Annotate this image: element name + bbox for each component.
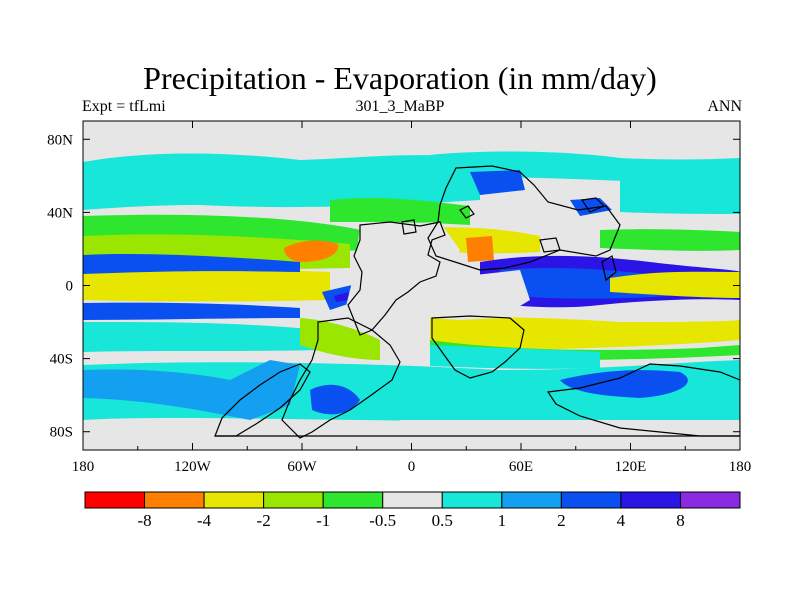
cell-southern-ocean-blue — [310, 384, 360, 415]
x-tick-label: 180 — [729, 459, 752, 475]
x-tick-label: 180 — [72, 459, 95, 475]
band-itcz-blue-west — [83, 253, 300, 274]
coast-americas — [347, 221, 446, 336]
cell-tibet-blue — [570, 198, 612, 216]
colorbar-label: -8 — [137, 511, 151, 530]
pe-field-contours — [83, 151, 740, 436]
band-pacific-yellow-east — [610, 271, 740, 298]
coast-small-islands-2 — [580, 197, 606, 213]
coast-africa — [431, 315, 525, 379]
x-axis: 180 120W 60W 0 60E 120E 180 — [72, 121, 752, 475]
y-axis: 80N 40N 0 40S 80S — [47, 132, 740, 441]
band-indian-ocean-yellow — [430, 317, 740, 350]
x-tick-label: 60W — [287, 459, 317, 475]
band-north-atlantic-green — [330, 197, 470, 225]
x-tick-label: 120W — [174, 459, 212, 475]
band-southern-ocean-blue — [83, 369, 254, 420]
map-plot-area — [82, 120, 741, 451]
colorbar-swatch — [382, 491, 443, 509]
colorbar-label: -0.5 — [369, 511, 396, 530]
band-south-pacific-cyan — [83, 322, 320, 352]
coast-west-antarctic — [214, 363, 311, 437]
coast-antarctic-arc — [546, 363, 740, 437]
colorbar-swatch — [501, 491, 562, 509]
run-label: 301_3_MaBP — [355, 98, 445, 115]
colorbar-label: -4 — [197, 511, 212, 530]
colorbar-label: 4 — [617, 511, 626, 530]
season-label: ANN — [707, 98, 742, 115]
colorbar-swatch — [679, 491, 741, 509]
colorbar-swatch — [322, 491, 384, 509]
band-itcz-yellow-west — [83, 268, 330, 302]
coast-south-america — [281, 317, 401, 439]
experiment-label: Expt = tfLmi — [82, 98, 166, 115]
cell-north-africa-orange — [466, 236, 494, 262]
band-north-atlantic-cyan — [300, 172, 470, 200]
x-tick-label: 60E — [509, 459, 533, 475]
chart-title: Precipitation - Evaporation (in mm/day) — [143, 60, 657, 96]
y-tick-label: 40S — [50, 352, 73, 368]
cell-amazon-deepblue — [334, 292, 350, 302]
colorbar-swatch — [620, 491, 681, 509]
colorbar-swatch — [84, 491, 146, 509]
colorbar-label: -1 — [316, 511, 330, 530]
colorbar-swatch — [263, 491, 324, 509]
continent-antarctic-dry — [400, 420, 740, 436]
cell-australia-south-blue — [560, 370, 688, 398]
colorbar-label: -2 — [257, 511, 271, 530]
continent-africa-dry — [430, 270, 530, 320]
colorbar-swatch — [441, 491, 503, 509]
cell-siberia-blue — [470, 170, 525, 195]
coast-small-islands-3 — [401, 219, 417, 235]
colorbar-label: 1 — [498, 511, 507, 530]
x-tick-label: 0 — [408, 459, 416, 475]
y-tick-label: 40N — [47, 205, 73, 221]
colorbar-label: 2 — [557, 511, 566, 530]
band-north-pacific-east-green — [600, 229, 740, 251]
colorbar-label: 8 — [676, 511, 685, 530]
band-south-indian-cyan — [430, 345, 600, 369]
continent-outlines — [214, 165, 740, 439]
continent-americas-dry — [345, 222, 460, 330]
colorbar-swatch — [203, 491, 265, 509]
band-north-pacific-east-cyan — [620, 167, 740, 214]
colorbar: -8 -4 -2 -1 -0.5 0.5 1 2 4 8 — [84, 491, 741, 530]
y-tick-label: 80N — [47, 132, 73, 148]
coast-small-islands-4 — [539, 237, 561, 253]
band-south-atlantic-lime — [300, 318, 380, 360]
band-itcz-blue-south-west — [83, 302, 300, 320]
coast-small-islands-1 — [459, 205, 475, 219]
x-tick-label: 120E — [615, 459, 647, 475]
colorbar-swatch — [560, 491, 622, 509]
y-tick-label: 0 — [66, 279, 74, 295]
cell-central-pacific-orange — [284, 240, 339, 262]
colorbar-swatch — [144, 491, 205, 509]
colorbar-label: 0.5 — [432, 511, 453, 530]
y-tick-label: 80S — [50, 425, 73, 441]
coast-australia — [601, 255, 617, 282]
